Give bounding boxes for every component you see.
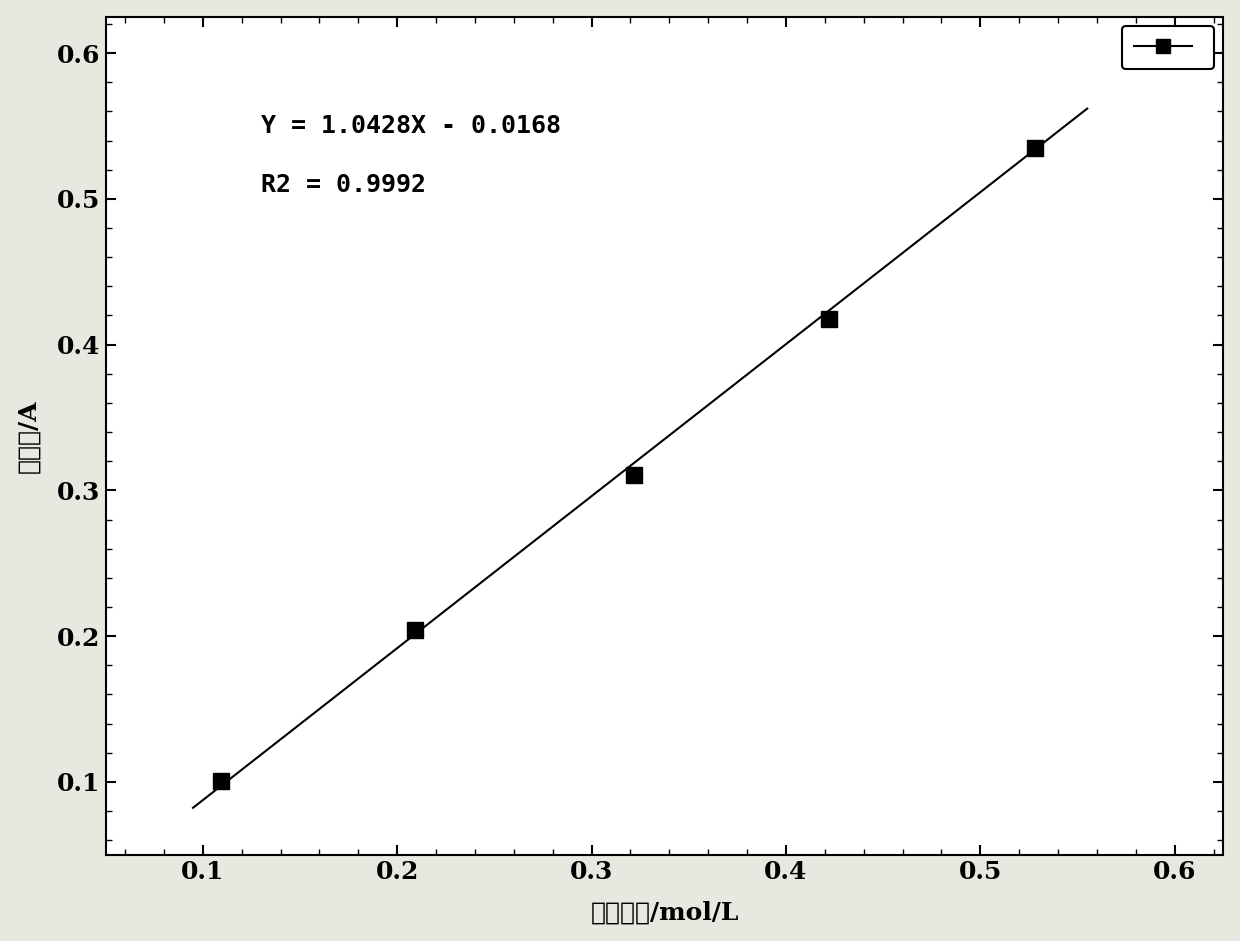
Y-axis label: 吸光度/A: 吸光度/A: [16, 399, 41, 472]
X-axis label: 甘油浓度/mol/L: 甘油浓度/mol/L: [590, 901, 739, 924]
Text: R2 = 0.9992: R2 = 0.9992: [262, 172, 427, 197]
Legend: : [1122, 26, 1214, 69]
Text: Y = 1.0428X - 0.0168: Y = 1.0428X - 0.0168: [262, 114, 560, 138]
